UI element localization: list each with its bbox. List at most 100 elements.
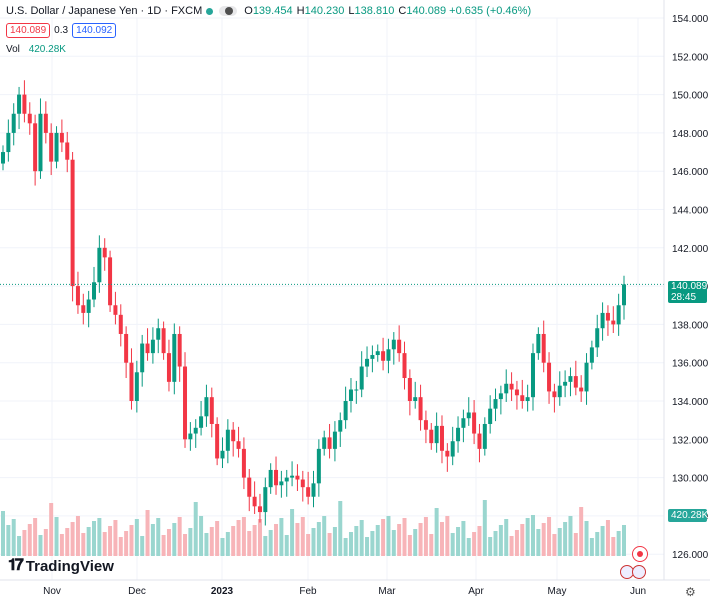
volume-bar bbox=[429, 534, 434, 556]
candle-body bbox=[27, 113, 32, 124]
volume-bar bbox=[488, 537, 493, 556]
x-tick-label: Jun bbox=[630, 586, 646, 597]
candle-body bbox=[241, 448, 246, 478]
candle-body bbox=[225, 429, 230, 451]
volume-bar bbox=[327, 533, 332, 556]
candle-body bbox=[17, 94, 22, 114]
volume-bar bbox=[557, 528, 562, 556]
candle-body bbox=[547, 362, 552, 392]
candle-body bbox=[295, 475, 300, 480]
x-tick-label: Mar bbox=[378, 586, 396, 597]
brand-logo[interactable]: 𝟏𝟕 TradingView bbox=[8, 557, 114, 575]
high-value: 140.230 bbox=[304, 5, 345, 17]
volume-bar bbox=[418, 523, 423, 556]
candle-body bbox=[145, 343, 150, 354]
symbol-title[interactable]: U.S. Dollar / Japanese Yen · 1D · FXCM bbox=[6, 5, 203, 17]
y-tick-label: 142.000 bbox=[672, 244, 709, 255]
candle-body bbox=[423, 420, 428, 430]
volume-tag: 420.28K bbox=[668, 509, 708, 522]
x-tick-label: 2023 bbox=[211, 586, 234, 597]
y-tick-label: 148.000 bbox=[672, 129, 709, 140]
volume-bar bbox=[322, 516, 327, 556]
candle-body bbox=[11, 113, 16, 133]
buy-button[interactable]: 140.092 bbox=[72, 23, 117, 38]
volume-bar bbox=[434, 508, 439, 556]
volume-bar bbox=[439, 522, 444, 556]
volume-bar bbox=[541, 523, 546, 556]
volume-bar bbox=[124, 531, 129, 556]
candle-body bbox=[316, 448, 321, 484]
candle-body bbox=[595, 328, 600, 348]
volume-bar bbox=[177, 517, 182, 556]
candle-body bbox=[166, 353, 171, 382]
candle-body bbox=[33, 123, 38, 172]
volume-bar bbox=[284, 535, 289, 556]
volume-bar bbox=[445, 516, 450, 556]
volume-bar bbox=[413, 529, 418, 556]
candle-body bbox=[552, 391, 557, 398]
volume-bar bbox=[279, 518, 284, 556]
volume-bar bbox=[365, 537, 370, 556]
candle-body bbox=[536, 333, 541, 354]
volume-bar bbox=[295, 523, 300, 556]
sell-button[interactable]: 140.089 bbox=[6, 23, 51, 38]
volume-bar bbox=[584, 521, 589, 556]
candle-body bbox=[231, 429, 236, 442]
volume-bar bbox=[530, 515, 535, 556]
candle-body bbox=[461, 418, 466, 428]
volume-bar bbox=[27, 524, 32, 556]
candle-body bbox=[161, 328, 166, 354]
volume-bar bbox=[616, 531, 621, 556]
volume-bar bbox=[166, 529, 171, 556]
candle-body bbox=[611, 320, 616, 325]
candle-body bbox=[584, 362, 589, 392]
candle-body bbox=[54, 132, 59, 162]
volume-bar bbox=[407, 535, 412, 556]
candle-body bbox=[509, 383, 514, 390]
record-icon[interactable] bbox=[632, 546, 648, 562]
candle-body bbox=[439, 425, 444, 451]
candle-body bbox=[348, 389, 353, 401]
candle-body bbox=[209, 397, 214, 424]
candle-body bbox=[466, 412, 471, 419]
spread-value: 0.3 bbox=[54, 25, 69, 36]
flag-icons[interactable] bbox=[620, 565, 648, 579]
candle-body bbox=[124, 333, 129, 363]
candle-body bbox=[354, 389, 359, 391]
candle-body bbox=[102, 247, 107, 258]
volume-bar bbox=[381, 519, 386, 556]
time-axis[interactable]: Nov Dec 2023 Feb Mar Apr May Jun bbox=[0, 579, 710, 597]
volume-bar bbox=[600, 526, 605, 556]
candle-body bbox=[343, 401, 348, 421]
open-value: 139.454 bbox=[252, 5, 293, 17]
x-tick-label: Apr bbox=[468, 586, 484, 597]
y-tick-label: 136.000 bbox=[672, 359, 709, 370]
candle-body bbox=[290, 475, 295, 478]
y-tick-label: 152.000 bbox=[672, 52, 709, 63]
volume-bar bbox=[300, 517, 305, 556]
y-tick-label: 144.000 bbox=[672, 206, 709, 217]
volume-bar bbox=[11, 519, 16, 556]
candle-body bbox=[263, 487, 268, 513]
volume-bar bbox=[589, 538, 594, 556]
candle-body bbox=[306, 487, 311, 497]
volume-bar bbox=[348, 532, 353, 556]
volume-bar bbox=[547, 517, 552, 556]
candle-body bbox=[92, 282, 97, 300]
candlesticks bbox=[1, 80, 626, 526]
visibility-toggle[interactable] bbox=[219, 6, 238, 16]
volume-bar bbox=[156, 518, 161, 556]
volume-bar bbox=[573, 533, 578, 556]
candle-body bbox=[600, 312, 605, 329]
volume-bar bbox=[290, 509, 295, 556]
volume-bar bbox=[38, 535, 43, 556]
volume-bar bbox=[504, 519, 509, 556]
candle-body bbox=[268, 469, 273, 488]
candle-body bbox=[129, 362, 134, 401]
candle-body bbox=[386, 349, 391, 361]
volume-bar bbox=[209, 527, 214, 556]
y-tick-label: 146.000 bbox=[672, 167, 709, 178]
candle-body bbox=[429, 429, 434, 444]
settings-gear-icon[interactable]: ⚙ bbox=[685, 585, 696, 599]
